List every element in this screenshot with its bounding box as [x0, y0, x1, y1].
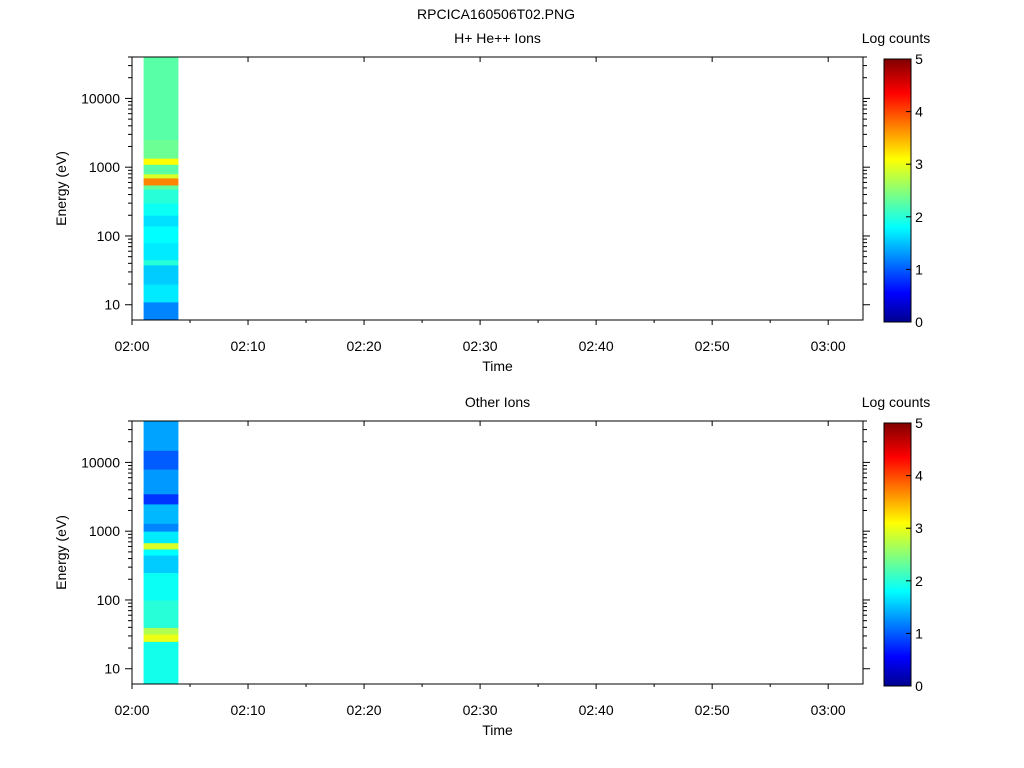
spectrogram-cell — [143, 627, 179, 635]
x-tick-label: 02:00 — [114, 338, 149, 354]
x-tick-label: 02:40 — [579, 338, 614, 354]
figure-title: RPCICA160506T02.PNG — [417, 6, 575, 22]
x-tick-label: 02:00 — [114, 702, 149, 718]
x-tick-label: 02:30 — [463, 702, 498, 718]
spectrogram-cell — [143, 177, 179, 186]
panel-title: Other Ions — [465, 394, 530, 410]
y-tick-label: 1000 — [89, 159, 120, 175]
spectrogram-cell — [143, 549, 179, 556]
colorbar-tick-label: 1 — [915, 261, 923, 277]
colorbar-label: Log counts — [862, 394, 931, 410]
spectrogram-cell — [143, 531, 179, 544]
colorbar-tick-label: 5 — [915, 51, 923, 67]
colorbar-tick-label: 4 — [915, 104, 923, 120]
y-tick-label: 10 — [104, 297, 120, 313]
spectrogram-cell — [143, 284, 179, 303]
colorbar-tick-label: 3 — [915, 156, 923, 172]
spectrogram-cell — [143, 450, 179, 470]
spectrogram-cell — [143, 264, 179, 285]
spectrogram-cell — [143, 173, 179, 179]
spectrogram-cell — [143, 503, 179, 524]
colorbar-tick-label: 4 — [915, 468, 923, 484]
spectrogram-cell — [143, 542, 179, 550]
panel-1: 02:00 02:10 02:20 02:30 02:40 02:50 03:0010100… — [53, 30, 930, 374]
y-tick-label: 100 — [97, 592, 121, 608]
x-tick-label: 02:50 — [695, 702, 730, 718]
spectrogram-cell — [143, 185, 179, 190]
x-tick-label: 03:00 — [811, 338, 846, 354]
x-tick-label: 02:10 — [231, 338, 266, 354]
panel-title: H+ He++ Ions — [454, 30, 541, 46]
y-tick-label: 10000 — [81, 454, 120, 470]
spectrogram-cell — [143, 641, 179, 685]
spectrogram-cell — [143, 215, 179, 227]
spectrogram-cell — [143, 523, 179, 532]
x-tick-label: 02:20 — [347, 338, 382, 354]
x-tick-label: 02:20 — [347, 702, 382, 718]
y-tick-label: 10 — [104, 661, 120, 677]
x-axis-label: Time — [482, 358, 513, 374]
spectrogram-cell — [143, 600, 179, 628]
spectrogram-cell — [143, 421, 179, 451]
x-tick-label: 03:00 — [811, 702, 846, 718]
colorbar-tick-label: 5 — [915, 415, 923, 431]
spectrogram-cell — [143, 225, 179, 244]
colorbar-tick-label: 0 — [915, 678, 923, 694]
spectrogram-cell — [143, 242, 179, 261]
colorbar-label: Log counts — [862, 30, 931, 46]
y-tick-label: 1000 — [89, 523, 120, 539]
x-tick-label: 02:50 — [695, 338, 730, 354]
spectrogram-cell — [143, 469, 179, 495]
colorbar — [883, 422, 912, 687]
y-tick-label: 100 — [97, 228, 121, 244]
spectrogram-cell — [143, 301, 179, 321]
colorbar — [883, 58, 912, 323]
y-tick-label: 10000 — [81, 90, 120, 106]
spectrogram-cell — [143, 164, 179, 175]
colorbar-tick-label: 2 — [915, 573, 923, 589]
spectrogram-cell — [143, 57, 179, 141]
colorbar-tick-label: 0 — [915, 314, 923, 330]
panel-2: 02:00 02:10 02:20 02:30 02:40 02:50 03:0010100… — [53, 394, 930, 738]
spectrogram-cell — [143, 634, 179, 642]
x-axis-label: Time — [482, 722, 513, 738]
spectrogram-cell — [143, 203, 179, 216]
colorbar-tick-label: 3 — [915, 520, 923, 536]
panels-group: 02:00 02:10 02:20 02:30 02:40 02:50 03:0010100… — [53, 30, 930, 738]
plot-frame — [131, 56, 864, 321]
y-axis-label: Energy (eV) — [53, 515, 69, 590]
spectrogram-cell — [143, 555, 179, 574]
colorbar-tick-label: 2 — [915, 209, 923, 225]
x-tick-label: 02:40 — [579, 702, 614, 718]
x-tick-label: 02:30 — [463, 338, 498, 354]
plot-frame — [131, 420, 864, 685]
colorbar-tick-label: 1 — [915, 625, 923, 641]
spectrogram-cell — [143, 259, 179, 266]
y-axis-label: Energy (eV) — [53, 151, 69, 226]
spectrogram-cell — [143, 158, 179, 165]
spectrogram-cell — [143, 189, 179, 204]
spectrogram-cell — [143, 572, 179, 601]
spectrogram-cell — [143, 139, 179, 159]
spectrogram-cell — [143, 493, 179, 505]
x-tick-label: 02:10 — [231, 702, 266, 718]
